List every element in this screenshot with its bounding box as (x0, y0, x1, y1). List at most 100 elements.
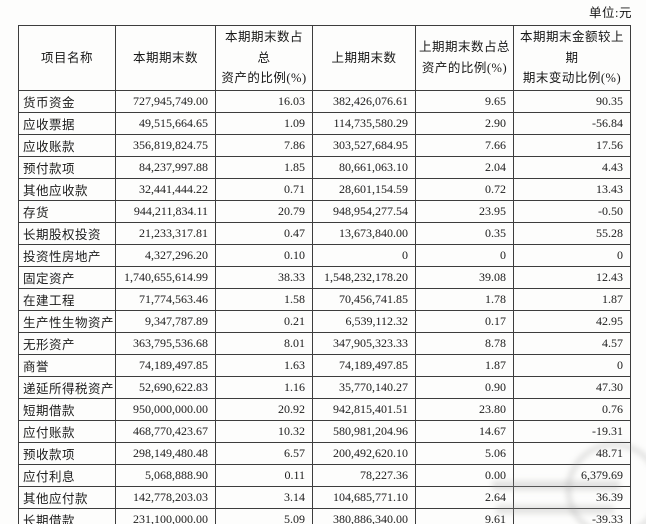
value-cell: 55.28 (513, 221, 631, 245)
value-cell: 3.14 (215, 485, 313, 509)
value-cell: 1,740,655,614.99 (115, 265, 216, 289)
value-cell: 303,527,684.95 (312, 133, 416, 157)
table-row: 应收账款 356,819,824.75 7.86 303,527,684.95 7.66… (18, 133, 631, 157)
value-cell: 6,379.69 (513, 463, 631, 487)
value-cell: 5.09 (215, 507, 313, 524)
table-row: 生产性生物资产 9,347,787.89 0.21 6,539,112.32 0.17 4… (18, 309, 631, 333)
value-cell: 9.65 (415, 89, 514, 113)
value-cell: 0.47 (215, 221, 313, 245)
value-cell: 90.35 (513, 89, 631, 113)
value-cell: 382,426,076.61 (312, 89, 416, 113)
item-name-cell: 固定资产 (18, 265, 116, 289)
unit-label: 单位:元 (589, 6, 632, 20)
value-cell: 36.39 (513, 485, 631, 509)
column-header-change-ratio: 本期期末金额较上期 期末变动比例(%) (513, 25, 631, 91)
value-cell: 1.78 (415, 287, 514, 311)
value-cell: 20.92 (215, 397, 313, 421)
item-name-cell: 生产性生物资产 (18, 309, 116, 333)
table-row: 在建工程 71,774,563.46 1.58 70,456,741.85 1.78 1.… (18, 287, 631, 311)
table-body: 货币资金 727,945,749.00 16.03 382,426,076.61 9.6… (18, 89, 631, 524)
value-cell: -19.31 (513, 419, 631, 443)
value-cell: 21,233,317.81 (115, 221, 216, 245)
value-cell: 104,685,771.10 (312, 485, 416, 509)
column-header-prior-ratio: 上期期末数占总 资产的比例(%) (415, 25, 514, 91)
value-cell: 142,778,203.03 (115, 485, 216, 509)
value-cell: 13,673,840.00 (312, 221, 416, 245)
column-header-current-ratio: 本期期末数占总 资产的比例(%) (215, 25, 313, 91)
value-cell: 0.76 (513, 397, 631, 421)
value-cell: 49,515,664.65 (115, 111, 216, 135)
item-name-cell: 短期借款 (18, 397, 116, 421)
value-cell: 8.78 (415, 331, 514, 355)
table-row: 无形资产 363,795,536.68 8.01 347,905,323.33 8.78… (18, 331, 631, 355)
item-name-cell: 长期借款 (18, 507, 116, 524)
value-cell: 4.57 (513, 331, 631, 355)
value-cell: 80,661,063.10 (312, 155, 416, 179)
column-header-current-period: 本期期末数 (115, 25, 216, 91)
item-name-cell: 在建工程 (18, 287, 116, 311)
value-cell: 2.64 (415, 485, 514, 509)
value-cell: 0.72 (415, 177, 514, 201)
table-row: 预付款项 84,237,997.88 1.85 80,661,063.10 2.04 4.… (18, 155, 631, 179)
value-cell: 10.32 (215, 419, 313, 443)
value-cell: 231,100,000.00 (115, 507, 216, 524)
value-cell: 0.71 (215, 177, 313, 201)
value-cell: 52,690,622.83 (115, 375, 216, 399)
value-cell: 0 (513, 243, 631, 267)
value-cell: 2.90 (415, 111, 514, 135)
value-cell: 948,954,277.54 (312, 199, 416, 223)
value-cell: 950,000,000.00 (115, 397, 216, 421)
value-cell: 0 (513, 353, 631, 377)
item-name-cell: 预收款项 (18, 441, 116, 465)
item-name-cell: 其他应付款 (18, 485, 116, 509)
value-cell: 2.04 (415, 155, 514, 179)
value-cell: 71,774,563.46 (115, 287, 216, 311)
table-row: 其他应付款 142,778,203.03 3.14 104,685,771.10 2.6… (18, 485, 631, 509)
table-row: 固定资产 1,740,655,614.99 38.33 1,548,232,178.2… (18, 265, 631, 289)
value-cell: 5.06 (415, 441, 514, 465)
value-cell: -39.33 (513, 507, 631, 524)
value-cell: 1.63 (215, 353, 313, 377)
value-cell: 28,601,154.59 (312, 177, 416, 201)
table-row: 商誉 74,189,497.85 1.63 74,189,497.85 1.87 0 (18, 353, 631, 377)
value-cell: 23.80 (415, 397, 514, 421)
value-cell: 0.35 (415, 221, 514, 245)
item-name-cell: 商誉 (18, 353, 116, 377)
value-cell: 0.00 (415, 463, 514, 487)
value-cell: 16.03 (215, 89, 313, 113)
value-cell: 200,492,620.10 (312, 441, 416, 465)
value-cell: 74,189,497.85 (312, 353, 416, 377)
value-cell: 1,548,232,178.20 (312, 265, 416, 289)
value-cell: 78,227.36 (312, 463, 416, 487)
value-cell: 1.87 (513, 287, 631, 311)
value-cell: 39.08 (415, 265, 514, 289)
value-cell: 35,770,140.27 (312, 375, 416, 399)
value-cell: 942,815,401.51 (312, 397, 416, 421)
value-cell: 0.11 (215, 463, 313, 487)
value-cell: 380,886,340.00 (312, 507, 416, 524)
item-name-cell: 应收票据 (18, 111, 116, 135)
table-row: 短期借款 950,000,000.00 20.92 942,815,401.51 23.… (18, 397, 631, 421)
value-cell: -0.50 (513, 199, 631, 223)
value-cell: 5,068,888.90 (115, 463, 216, 487)
value-cell: 114,735,580.29 (312, 111, 416, 135)
value-cell: 0.21 (215, 309, 313, 333)
value-cell: 580,981,204.96 (312, 419, 416, 443)
value-cell: 70,456,741.85 (312, 287, 416, 311)
value-cell: 84,237,997.88 (115, 155, 216, 179)
item-name-cell: 递延所得税资产 (18, 375, 116, 399)
value-cell: 727,945,749.00 (115, 89, 216, 113)
value-cell: 468,770,423.67 (115, 419, 216, 443)
value-cell: 1.16 (215, 375, 313, 399)
table-row: 货币资金 727,945,749.00 16.03 382,426,076.61 9.6… (18, 89, 631, 113)
financial-table: 项目名称 本期期末数 本期期末数占总 资产的比例(%) 上期期末数 上期期末数占… (18, 25, 631, 524)
value-cell: 47.30 (513, 375, 631, 399)
value-cell: 1.09 (215, 111, 313, 135)
item-name-cell: 货币资金 (18, 89, 116, 113)
value-cell: 0 (415, 243, 514, 267)
value-cell: 7.66 (415, 133, 514, 157)
value-cell: 4,327,296.20 (115, 243, 216, 267)
value-cell: 6.57 (215, 441, 313, 465)
item-name-cell: 预付款项 (18, 155, 116, 179)
